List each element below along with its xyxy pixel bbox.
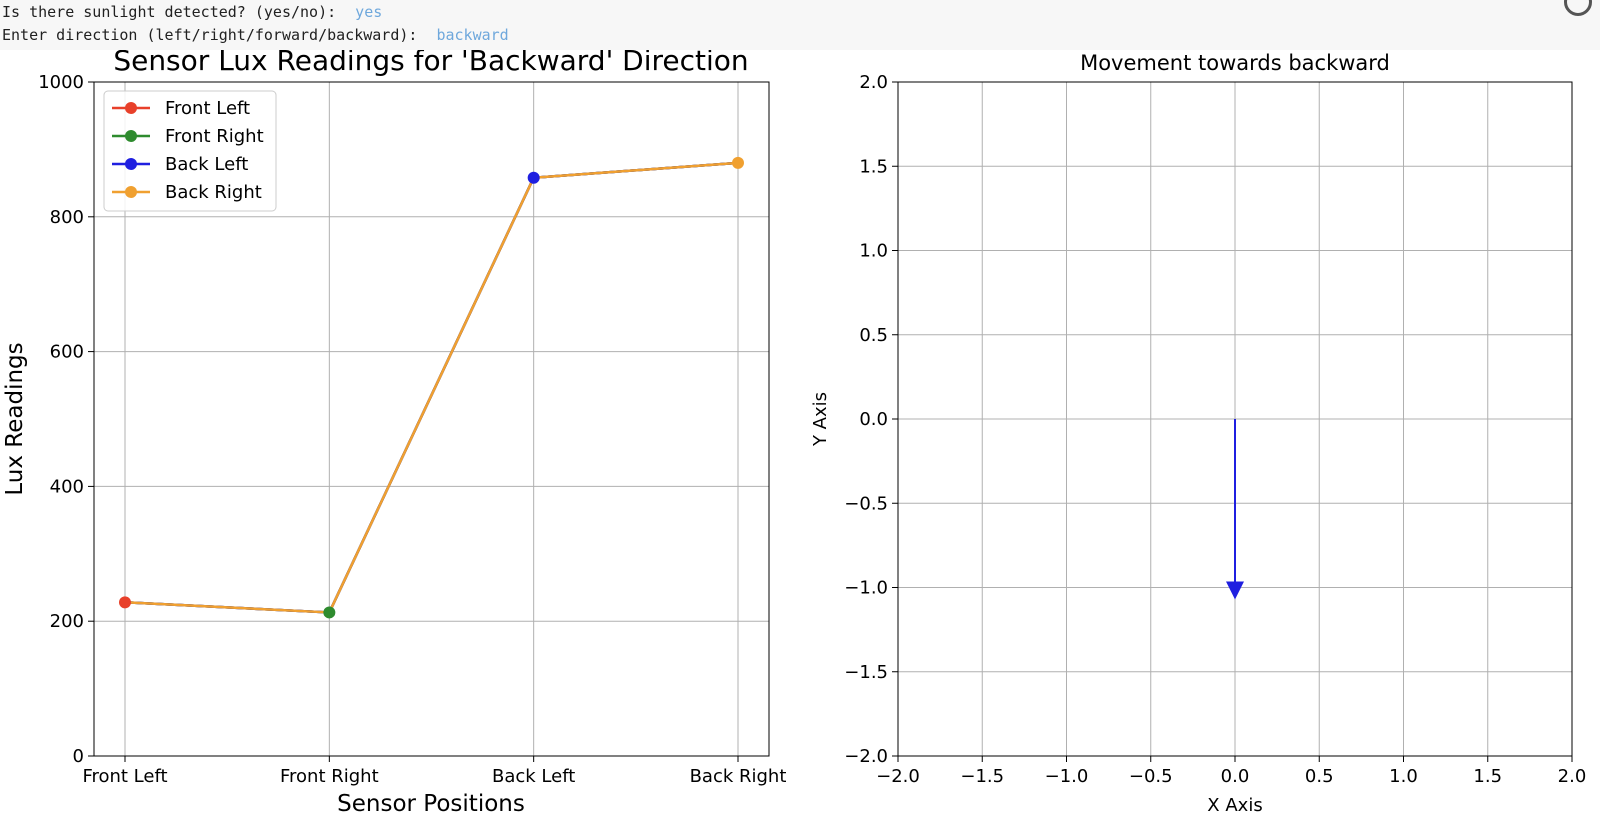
- y-tick-label: 200: [50, 611, 84, 632]
- x-tick-label: 1.5: [1473, 766, 1502, 787]
- y-tick-label: −1.5: [844, 662, 888, 683]
- legend-marker: [125, 130, 137, 142]
- data-point-front-right: [323, 606, 336, 619]
- movement-arrow: [1226, 419, 1244, 600]
- console-answer: yes: [355, 3, 383, 21]
- x-tick-label: Back Left: [492, 766, 575, 787]
- y-tick-label: −0.5: [844, 493, 888, 514]
- y-tick-label: 400: [50, 476, 84, 497]
- lux-x-ticks: Front Left Front Right Back Left Back Right: [82, 756, 786, 787]
- movement-x-ticks: −2.0 −1.5 −1.0 −0.5 0.0 0.5 1.0 1.5 2.0: [876, 756, 1586, 787]
- x-tick-label: 0.5: [1305, 766, 1334, 787]
- legend-label: Front Right: [165, 126, 264, 147]
- lux-chart-title: Sensor Lux Readings for 'Backward' Direc…: [113, 50, 748, 77]
- x-tick-label: Back Right: [690, 766, 787, 787]
- data-point-back-left: [527, 171, 540, 184]
- legend-marker: [125, 158, 137, 170]
- movement-chart: −2.0 −1.5 −1.0 −0.5 0.0 0.5 1.0 1.5 2.0 −2.0 −1.5…: [810, 51, 1586, 816]
- x-tick-label: 2.0: [1558, 766, 1587, 787]
- y-tick-label: 800: [50, 207, 84, 228]
- legend-label: Back Right: [165, 182, 262, 203]
- y-tick-label: 0.0: [859, 409, 888, 430]
- console-output: Is there sunlight detected? (yes/no): ye…: [0, 0, 1600, 50]
- console-answer: backward: [436, 26, 509, 44]
- movement-x-axis-label: X Axis: [1207, 795, 1262, 816]
- data-point-front-left: [119, 596, 131, 609]
- x-tick-label: −2.0: [876, 766, 920, 787]
- lux-legend: Front Left Front Right Back Left Back Right: [103, 90, 277, 212]
- data-point-back-right: [732, 156, 744, 169]
- movement-y-ticks: −2.0 −1.5 −1.0 −0.5 0.0 0.5 1.0 1.5 2.0: [844, 72, 898, 767]
- legend-marker: [125, 186, 137, 198]
- lux-y-ticks: 0 200 400 600 800 1000: [38, 72, 94, 767]
- x-tick-label: 1.0: [1389, 766, 1418, 787]
- lux-plot-frame: [93, 81, 770, 757]
- console-line-sunlight: Is there sunlight detected? (yes/no): ye…: [2, 3, 382, 21]
- legend-marker: [125, 102, 137, 114]
- movement-y-axis-label: Y Axis: [810, 392, 831, 447]
- series-line-front-right: [124, 161, 739, 614]
- lux-series-lines: [124, 161, 739, 614]
- y-tick-label: 600: [50, 342, 84, 363]
- x-tick-label: Front Left: [82, 766, 167, 787]
- y-tick-label: 1.5: [859, 156, 888, 177]
- y-tick-label: 1.0: [859, 241, 888, 262]
- lux-y-axis-label: Lux Readings: [2, 342, 28, 495]
- series-line-front-left: [124, 161, 739, 614]
- lux-markers: [119, 156, 744, 619]
- series-line-back-left: [124, 161, 739, 614]
- lux-x-axis-label: Sensor Positions: [337, 791, 525, 817]
- figure: 0 200 400 600 800 1000 Front Left Front Right B…: [0, 44, 1600, 820]
- x-tick-label: −0.5: [1129, 766, 1173, 787]
- legend-label: Front Left: [165, 98, 250, 119]
- series-line-back-right: [124, 161, 739, 614]
- console-prompt: Enter direction (left/right/forward/back…: [2, 26, 427, 44]
- arrow-head: [1226, 581, 1244, 600]
- legend-frame: [103, 90, 277, 212]
- x-tick-label: 0.0: [1221, 766, 1250, 787]
- y-tick-label: −2.0: [844, 746, 888, 767]
- legend-label: Back Left: [165, 154, 248, 175]
- movement-chart-title: Movement towards backward: [1080, 51, 1390, 75]
- lux-chart: 0 200 400 600 800 1000 Front Left Front Right B…: [2, 44, 786, 817]
- y-tick-label: 0.5: [859, 325, 888, 346]
- figure-canvas: 0 200 400 600 800 1000 Front Left Front Right B…: [2, 44, 1586, 817]
- x-tick-label: Front Right: [280, 766, 379, 787]
- y-tick-label: 0: [73, 746, 84, 767]
- y-tick-label: 1000: [38, 72, 84, 93]
- x-tick-label: −1.0: [1045, 766, 1089, 787]
- x-tick-label: −1.5: [960, 766, 1004, 787]
- console-prompt: Is there sunlight detected? (yes/no):: [2, 3, 346, 21]
- y-tick-label: 2.0: [859, 72, 888, 93]
- console-line-direction: Enter direction (left/right/forward/back…: [2, 26, 509, 44]
- y-tick-label: −1.0: [844, 578, 888, 599]
- output-status-icon[interactable]: [1564, 0, 1592, 16]
